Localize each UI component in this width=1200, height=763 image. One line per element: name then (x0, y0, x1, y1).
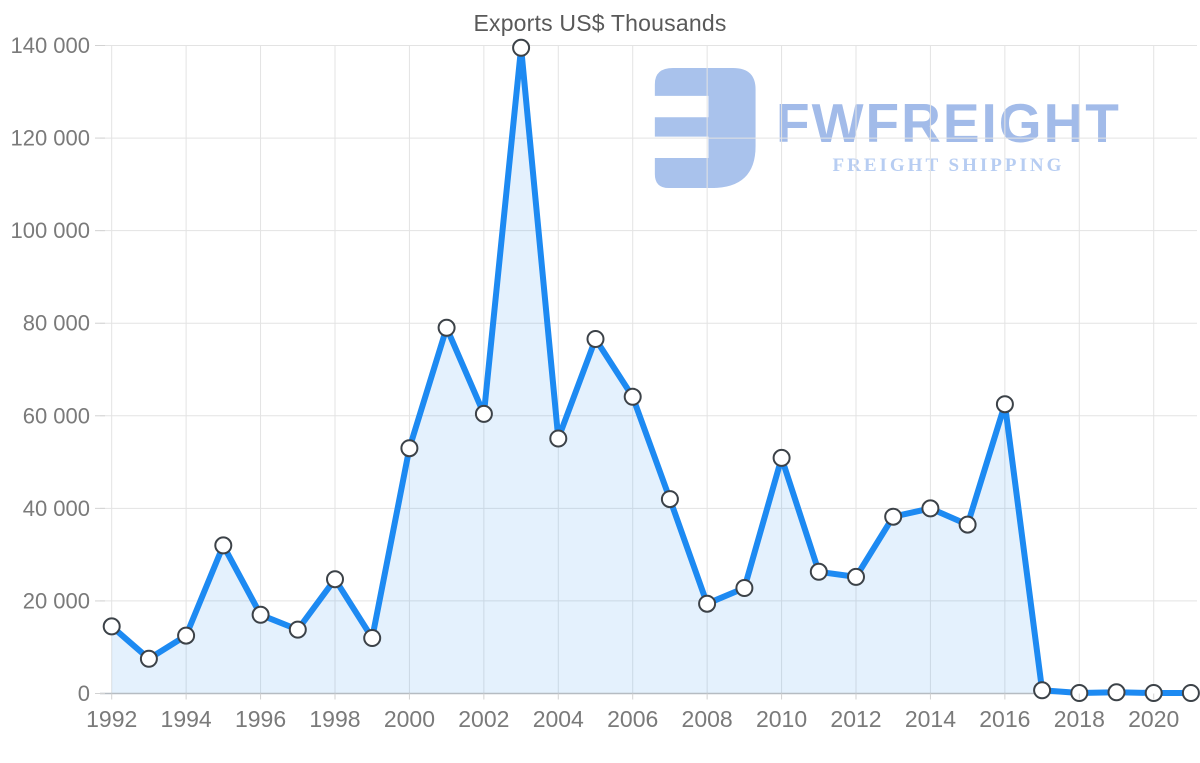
data-point-2017 (1033, 681, 1052, 700)
data-point-2013 (884, 507, 903, 526)
data-point-1992 (102, 617, 121, 636)
data-point-2004 (549, 429, 568, 448)
watermark-text: FWFREIGHT FREIGHT SHIPPING (776, 68, 1121, 177)
chart-title: Exports US$ Thousands (473, 10, 727, 36)
data-point-1994 (177, 626, 196, 645)
data-point-2003 (512, 38, 531, 57)
x-axis-label: 2006 (607, 706, 658, 732)
data-point-2019 (1107, 683, 1126, 702)
y-axis-label: 40 000 (23, 496, 90, 521)
y-axis-label: 0 (78, 681, 90, 706)
data-point-2014 (921, 499, 940, 518)
data-point-2006 (623, 387, 642, 406)
data-point-2012 (847, 567, 865, 586)
y-axis-label: 100 000 (10, 218, 90, 243)
data-point-2021 (1181, 684, 1200, 702)
data-point-2002 (474, 404, 493, 423)
data-point-1996 (251, 605, 270, 624)
data-point-2020 (1144, 684, 1163, 702)
x-axis-label: 2010 (756, 706, 807, 732)
x-axis-label: 1992 (86, 706, 137, 732)
x-axis-label: 2012 (830, 706, 881, 732)
y-axis-label: 60 000 (23, 403, 90, 428)
data-point-2007 (660, 490, 679, 509)
x-axis-label: 2020 (1128, 706, 1179, 732)
data-point-1998 (326, 570, 344, 589)
x-axis-label: 1996 (235, 706, 286, 732)
data-point-2005 (586, 330, 605, 348)
x-axis-label: 1994 (161, 706, 212, 732)
watermark-logo: FWFREIGHT FREIGHT SHIPPING (648, 68, 1121, 188)
data-point-1997 (288, 620, 307, 639)
x-axis-label: 1998 (309, 706, 360, 732)
watermark-brand: FWFREIGHT (776, 92, 1121, 154)
y-axis-label: 140 000 (10, 33, 90, 58)
x-axis-label: 2000 (384, 706, 435, 732)
x-axis-label: 2018 (1054, 706, 1105, 732)
y-axis-label: 20 000 (23, 588, 90, 613)
x-axis-label: 2016 (979, 706, 1030, 732)
data-point-2016 (995, 395, 1014, 414)
data-point-1993 (139, 649, 158, 668)
area-fill (111, 47, 1191, 694)
x-axis-label: 2002 (458, 706, 509, 732)
data-point-2011 (809, 562, 828, 581)
data-point-2001 (437, 318, 456, 337)
data-point-2015 (958, 515, 977, 534)
y-axis-label: 80 000 (23, 311, 90, 336)
y-axis-label: 120 000 (10, 126, 90, 151)
data-point-2008 (698, 594, 717, 613)
x-axis-label: 2004 (533, 706, 584, 732)
data-point-1995 (214, 536, 233, 555)
data-point-2010 (772, 448, 791, 467)
x-axis-label: 2008 (682, 706, 733, 732)
fwfreight-logo-icon (654, 68, 756, 188)
data-point-2009 (735, 579, 754, 597)
x-axis-label: 2014 (905, 706, 956, 732)
data-point-2000 (400, 439, 419, 458)
data-point-2018 (1070, 684, 1089, 702)
data-point-1999 (363, 629, 382, 647)
watermark-tagline: FREIGHT SHIPPING (832, 155, 1065, 176)
